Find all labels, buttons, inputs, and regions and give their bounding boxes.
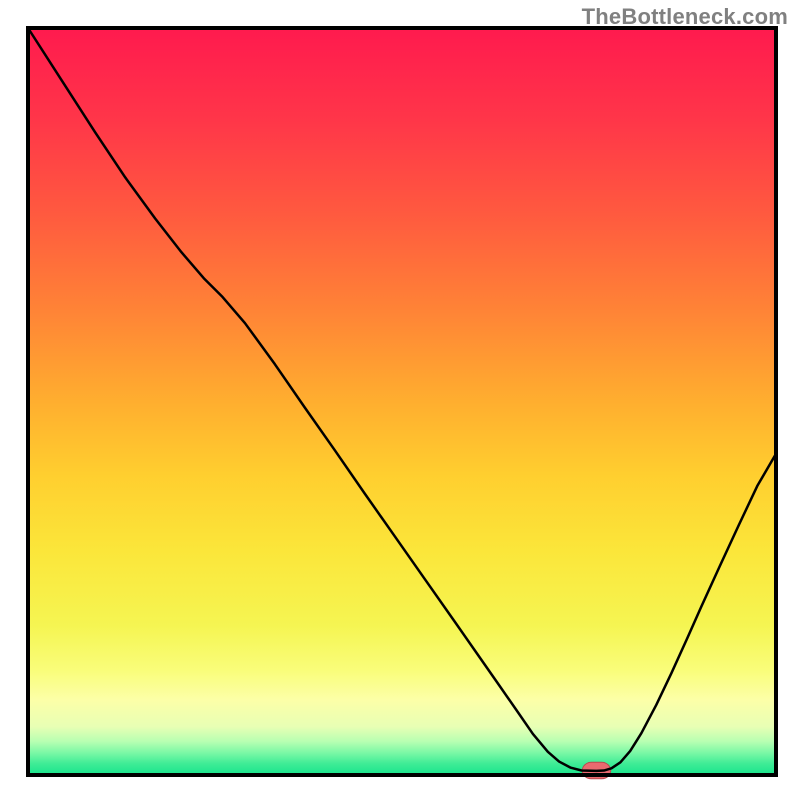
- watermark-text: TheBottleneck.com: [582, 4, 788, 30]
- chart-svg: [0, 0, 800, 800]
- plot-background: [28, 28, 776, 775]
- chart-stage: TheBottleneck.com: [0, 0, 800, 800]
